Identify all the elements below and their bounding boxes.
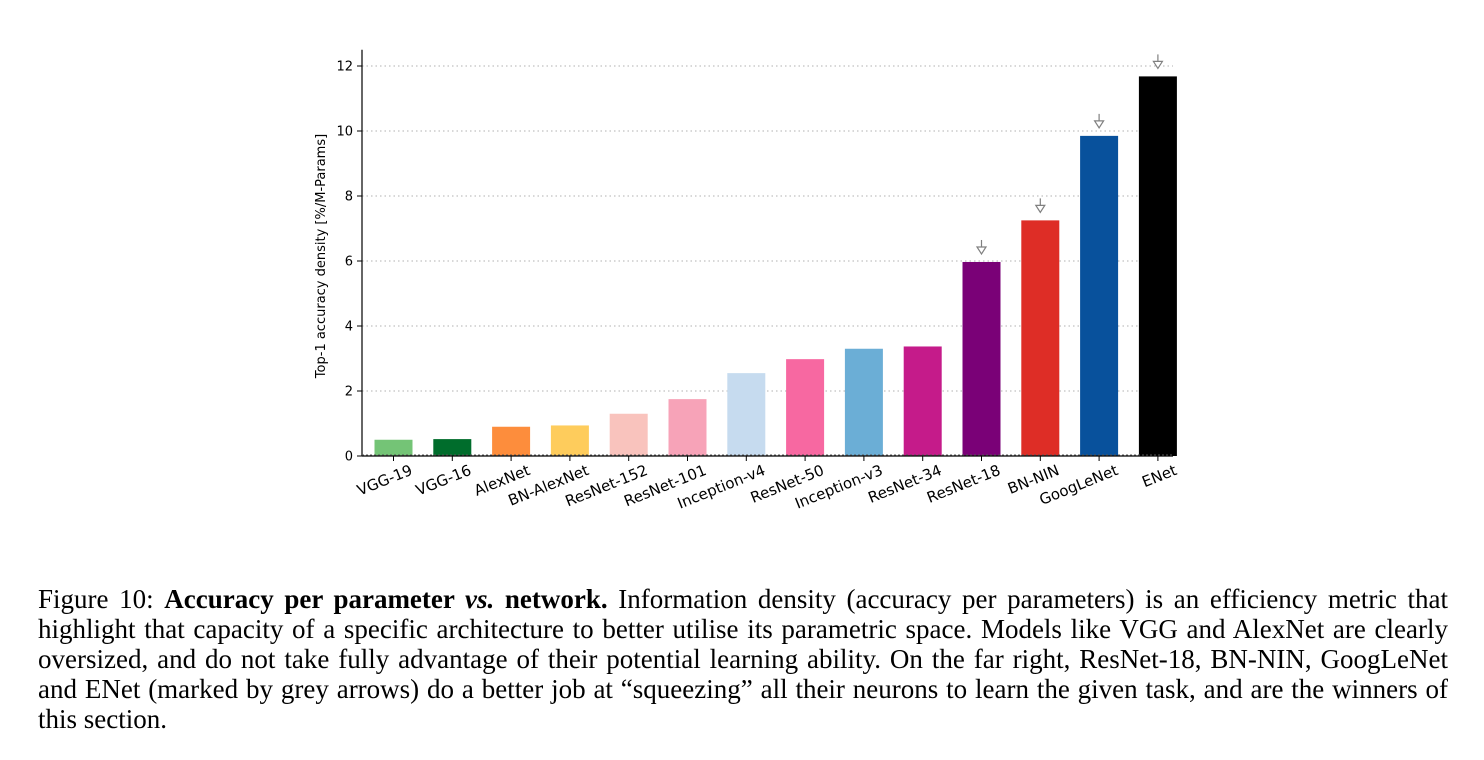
bar-resnet-152 (609, 413, 648, 456)
bar-bn-nin (1021, 220, 1060, 456)
bar-resnet-34 (903, 346, 942, 456)
x-tick-labels: VGG-19VGG-16AlexNetBN-AlexNetResNet-152R… (354, 461, 1179, 513)
bar-vgg-16 (433, 439, 472, 456)
figure: 0 2 4 6 8 10 12 VGG-19 VGG-16 AlexNet BN-AlexNet R… (314, 49, 1180, 513)
caption-title-part1: Accuracy per parameter (164, 584, 466, 614)
down-arrow-marker (1152, 54, 1164, 70)
y-tick-label: 4 (345, 320, 353, 335)
bar-inception-v3 (844, 348, 883, 456)
down-arrow-marker (1093, 113, 1105, 129)
caption-label: Figure 10: (38, 584, 165, 614)
y-tick-label: 8 (345, 190, 353, 205)
bars (374, 76, 1177, 457)
bar-vgg-19 (374, 439, 413, 456)
caption-text: Information density (accuracy per parame… (38, 584, 1448, 734)
y-tick-label: 10 (336, 125, 353, 140)
y-tick-label: 2 (345, 385, 353, 400)
y-axis-label: Top-1 accuracy density [%/M-Params] (314, 134, 329, 379)
bar-resnet-50 (786, 359, 825, 456)
markers (975, 54, 1164, 256)
y-tick-labels: 0 2 4 6 8 10 12 (336, 60, 353, 465)
bar-resnet-101 (668, 399, 707, 456)
x-tick-label: ENet (1139, 461, 1179, 491)
y-tick-label: 12 (336, 60, 353, 75)
bar-alexnet (492, 426, 531, 456)
x-tick-label: VGG-16 (413, 461, 474, 499)
bar-bn-alexnet (550, 425, 589, 456)
bar-googlenet (1080, 135, 1119, 456)
axes (357, 49, 1173, 461)
bar-resnet-18 (962, 261, 1001, 456)
x-tick-label: VGG-19 (354, 461, 415, 499)
bar-inception-v4 (727, 373, 766, 456)
down-arrow-marker (1034, 198, 1046, 214)
down-arrow-marker (975, 239, 988, 256)
bar-chart: 0 2 4 6 8 10 12 VGG-19VGG-16AlexNetBN-AlexNetR… (314, 49, 1180, 513)
caption-title-vs: vs. (465, 584, 495, 614)
caption-title-part2: network. (494, 584, 608, 614)
bar-enet (1138, 76, 1177, 457)
y-tick-label: 6 (345, 255, 353, 270)
figure-caption: Figure 10: Accuracy per parameter vs. ne… (38, 584, 1448, 734)
y-tick-label: 0 (345, 450, 353, 465)
